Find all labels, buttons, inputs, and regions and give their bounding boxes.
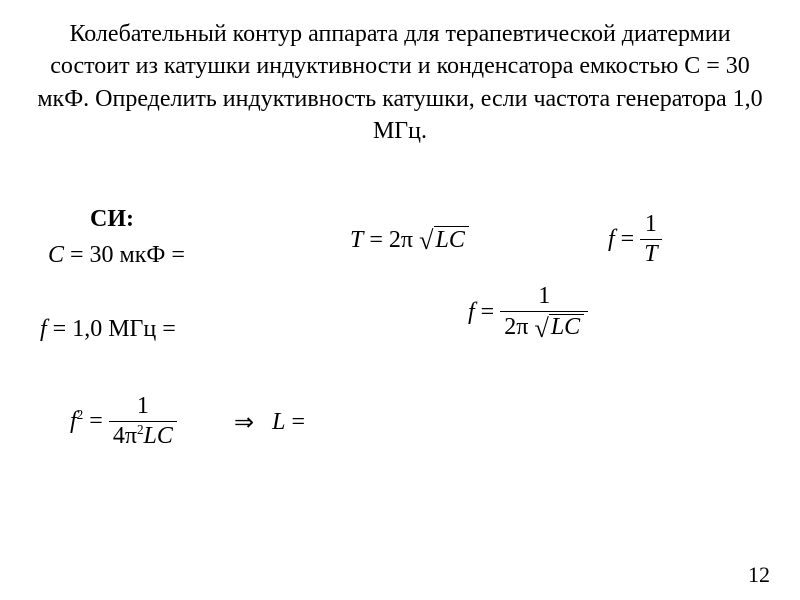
- formula-f-full: f = 1 2π √ LC: [468, 284, 588, 341]
- radical-icon: √: [419, 227, 433, 255]
- eq-sign-3: =: [89, 408, 103, 435]
- formula-T-prefix: = 2π: [369, 227, 413, 254]
- given-C-text: = 30 мкФ =: [64, 242, 185, 268]
- sqrt-LC-2: √ LC: [534, 314, 584, 340]
- radical-icon-2: √: [534, 315, 548, 341]
- symbol-L: L: [272, 409, 285, 436]
- eq-sign-2: =: [481, 299, 495, 326]
- formula-period: T = 2π √ LC: [350, 226, 469, 254]
- num-1c: 1: [133, 394, 153, 421]
- den-T: T: [644, 241, 657, 267]
- den-LC: LC: [144, 423, 173, 449]
- problem-text: Колебательный контур аппарата для терапе…: [37, 21, 762, 144]
- symbol-T: T: [350, 227, 363, 254]
- den-4pi: 4π: [113, 423, 137, 449]
- fraction-thomson: 1 2π √ LC: [500, 284, 588, 341]
- num-1a: 1: [641, 212, 661, 239]
- physics-problem-slide: Колебательный контур аппарата для терапе…: [0, 0, 800, 600]
- eq-sign-1: =: [621, 226, 635, 253]
- symbol-f-1: f: [608, 226, 615, 253]
- symbol-f-2: f: [468, 299, 475, 326]
- page-number: 12: [748, 562, 770, 588]
- si-heading: СИ:: [90, 206, 134, 233]
- given-f-text: = 1,0 МГц =: [47, 316, 176, 342]
- symbol-f-3: f: [70, 408, 77, 434]
- sup-2b: 2: [137, 422, 144, 437]
- given-capacitance: С = 30 мкФ =: [48, 242, 185, 269]
- problem-statement: Колебательный контур аппарата для терапе…: [30, 18, 770, 148]
- sqrt-LC-1: √ LC: [419, 226, 469, 254]
- fraction-1-over-T: 1 T: [640, 212, 661, 267]
- formula-f-squared: f2 = 1 4π2LC: [70, 394, 177, 449]
- given-frequency: f = 1,0 МГц =: [40, 316, 176, 343]
- arrow-icon: ⇒: [234, 408, 254, 437]
- radicand-LC-1: LC: [436, 227, 465, 254]
- eq-sign-L: =: [291, 409, 305, 436]
- fraction-fsq: 1 4π2LC: [109, 394, 177, 449]
- var-C: С: [48, 242, 64, 268]
- var-f: f: [40, 316, 47, 342]
- sup-2a: 2: [77, 407, 84, 422]
- formula-f-one-over-T: f = 1 T: [608, 212, 662, 267]
- den-2pi: 2π: [504, 315, 528, 340]
- implies-L: ⇒ L =: [234, 408, 305, 437]
- num-1b: 1: [534, 284, 554, 311]
- radicand-LC-2: LC: [551, 315, 580, 340]
